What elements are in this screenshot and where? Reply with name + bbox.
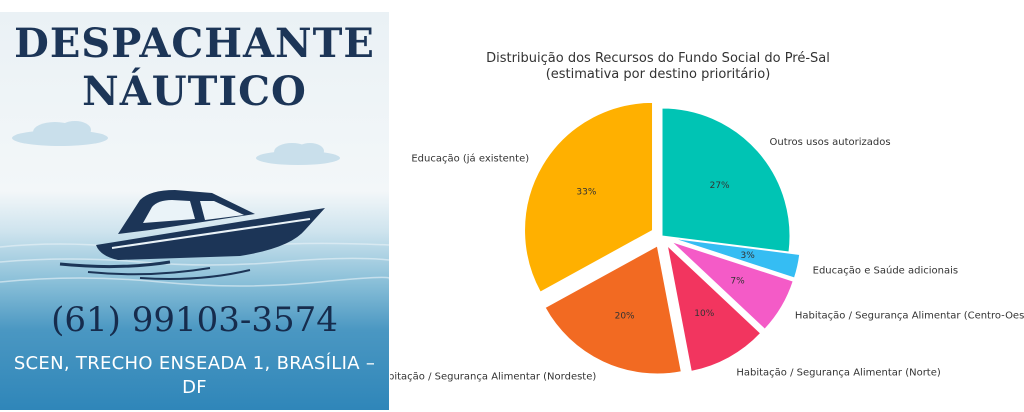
pie-slice	[524, 101, 654, 293]
pie-slice-category-label: Habitação / Segurança Alimentar (Nordest…	[390, 372, 596, 383]
pie-chart: Distribuição dos Recursos do Fundo Socia…	[390, 51, 1024, 383]
pie-slice-category-label: Habitação / Segurança Alimentar (Centro-…	[795, 311, 1024, 322]
ad-title-line-1: DESPACHANTE	[14, 20, 375, 67]
pie-labels: 27% Outros usos autorizados 3% Educação e S…	[390, 137, 1024, 382]
pie-slice-percent-label: 10%	[694, 309, 714, 319]
chart-title: Distribuição dos Recursos do Fundo Socia…	[486, 51, 830, 66]
pie-slice	[672, 237, 801, 279]
pie-slice-percent-label: 3%	[741, 251, 756, 261]
pie-slice-category-label: Outros usos autorizados	[770, 137, 891, 148]
chart-subtitle: (estimativa por destino prioritário)	[546, 67, 771, 82]
pie-slice-percent-label: 20%	[615, 311, 635, 321]
pie-slice	[666, 244, 762, 372]
advertisement-panel: DESPACHANTE NÁUTICO (61) 99103-3574 SCEN…	[0, 12, 389, 410]
pie-slices	[524, 101, 801, 375]
cloud-left-icon	[12, 121, 108, 146]
pie-slice-category-label: Educação e Saúde adicionais	[813, 265, 958, 277]
ad-title-line-2: NÁUTICO	[82, 68, 307, 115]
ad-address: SCEN, TRECHO ENSEADA 1, BRASÍLIA – DF	[13, 353, 376, 398]
ad-phone-number: (61) 99103-3574	[51, 300, 338, 340]
pie-slice	[661, 107, 791, 253]
pie-slice-category-label: Educação (já existente)	[411, 152, 529, 164]
pie-slice-percent-label: 27%	[710, 181, 730, 191]
cloud-right-icon	[256, 143, 340, 165]
pie-slice-category-label: Habitação / Segurança Alimentar (Norte)	[736, 367, 941, 378]
pie-slice	[544, 245, 682, 375]
speedboat-icon	[59, 190, 325, 280]
pie-slice-percent-label: 7%	[730, 277, 745, 287]
boat-scene	[0, 121, 389, 287]
pie-slice	[671, 241, 794, 330]
pie-slice-percent-label: 33%	[576, 187, 596, 197]
